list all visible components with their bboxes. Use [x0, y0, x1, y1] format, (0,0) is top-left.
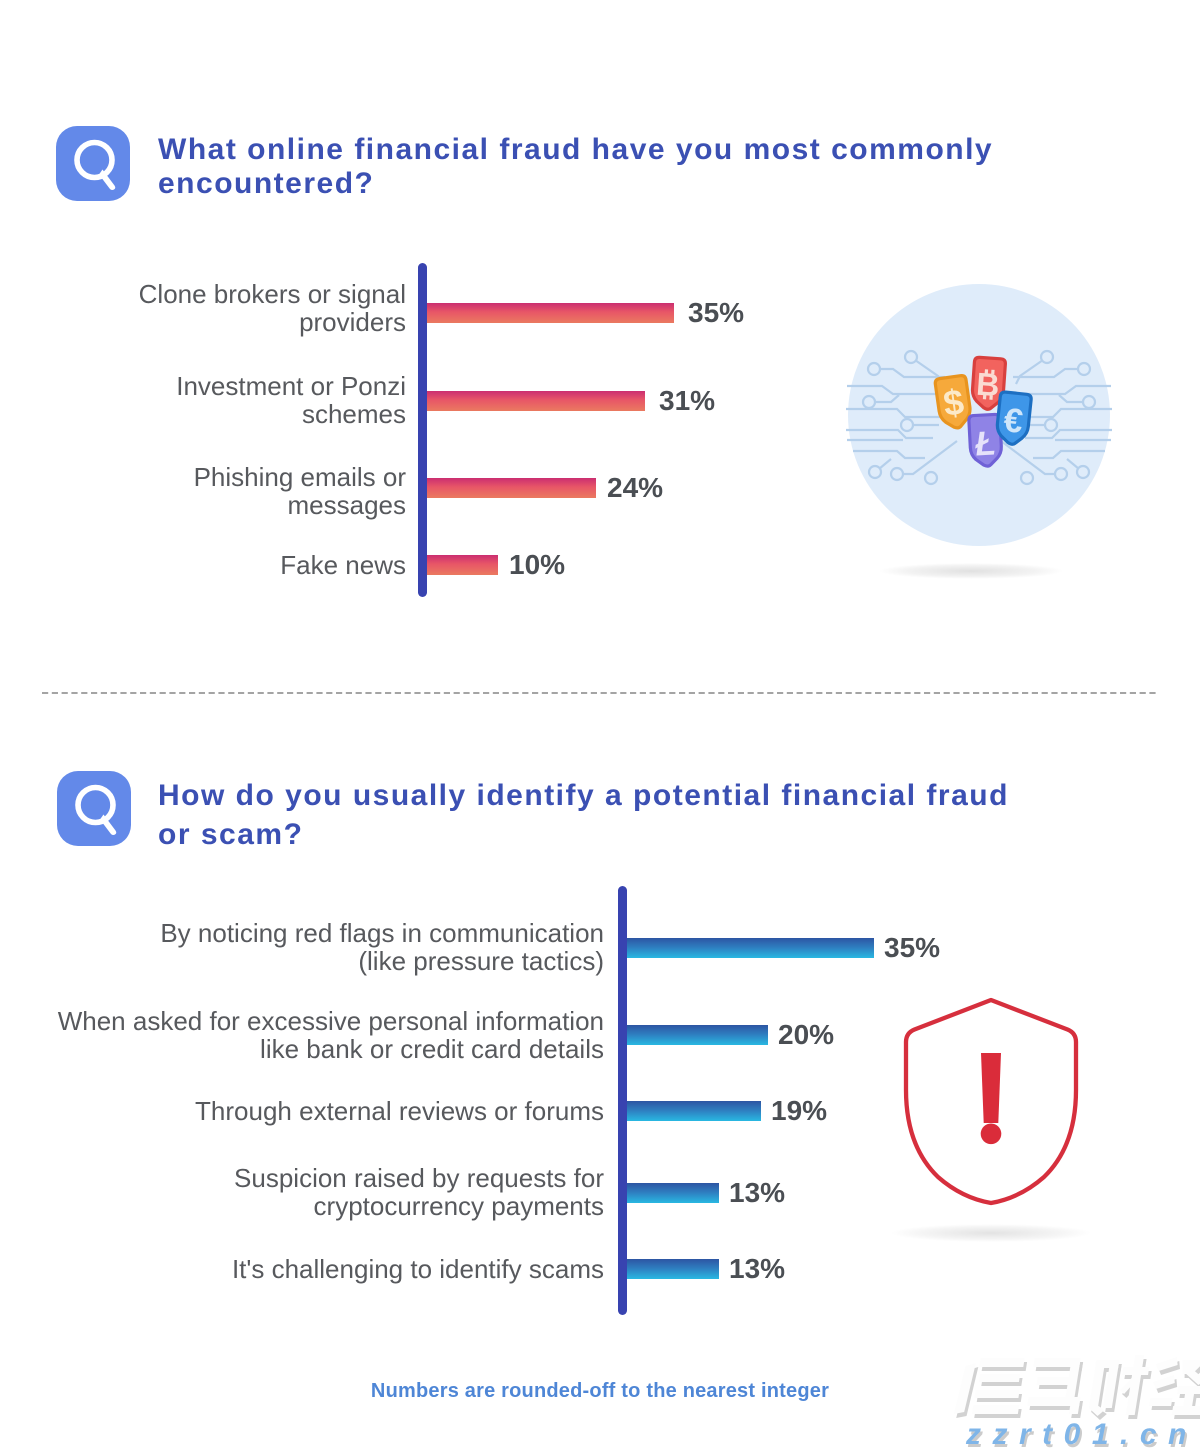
svg-text:€: € — [1002, 401, 1025, 441]
svg-text:Ł: Ł — [973, 424, 997, 463]
